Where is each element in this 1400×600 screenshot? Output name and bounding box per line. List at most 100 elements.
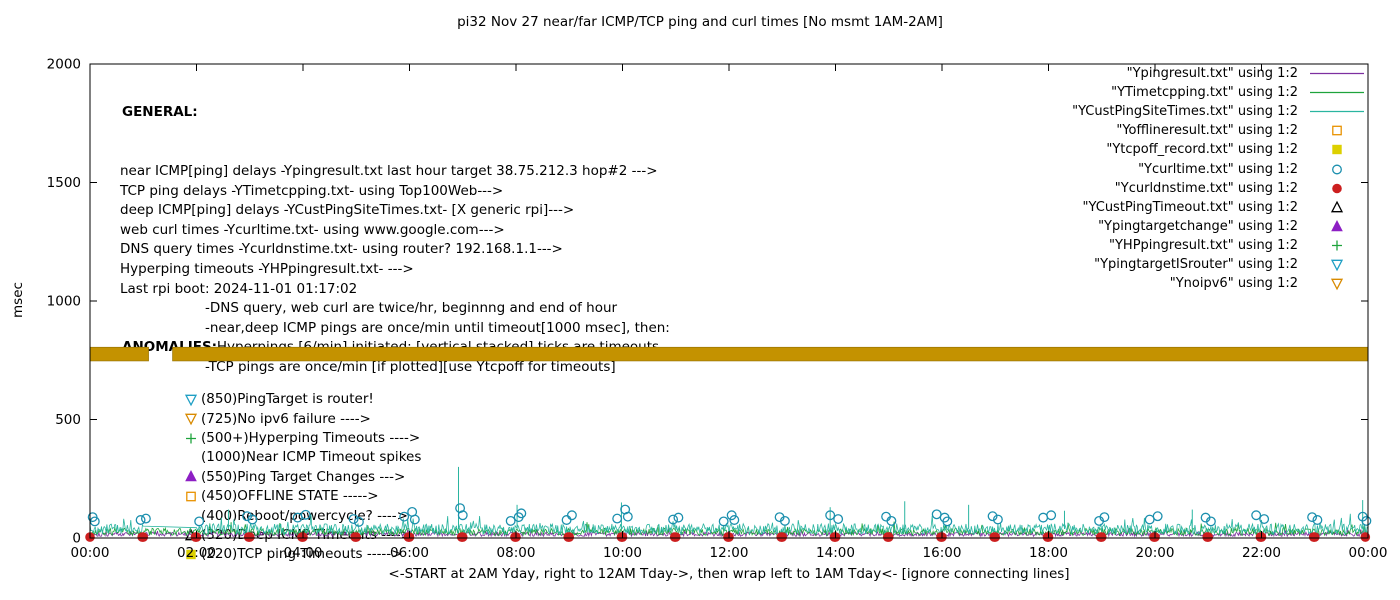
anomaly-row: (450)OFFLINE STATE -----> [120, 487, 421, 506]
circle-filled-icon [510, 532, 520, 542]
circle-open-icon [1307, 512, 1318, 523]
square-open-icon [186, 491, 196, 502]
legend-sample [1308, 276, 1366, 291]
general-heading: GENERAL: [122, 104, 198, 121]
circle-open-icon [1200, 512, 1211, 523]
circle-open-icon [992, 514, 1003, 525]
circle-filled-icon [617, 532, 628, 542]
general-line: Last rpi boot: 2024-11-01 01:17:02 [120, 280, 358, 297]
circle-filled-icon [670, 532, 681, 542]
circle-open-icon [1094, 515, 1105, 526]
circle-filled-icon [511, 532, 521, 542]
y-tick-label: 1500 [47, 175, 81, 191]
circle-open-icon [774, 512, 785, 523]
anomaly-rows: (850)PingTarget is router! (725)No ipv6 f… [120, 390, 421, 565]
circle-open-icon [561, 515, 572, 525]
circle-open-icon [612, 513, 623, 524]
circle-filled-icon [1096, 532, 1107, 542]
chart-title: pi32 Nov 27 near/far ICMP/TCP ping and c… [457, 14, 943, 30]
x-tick-label: 14:00 [816, 545, 855, 561]
circle-open-icon [457, 510, 468, 521]
circle-open-icon [620, 504, 631, 515]
legend-label: "Ycurldnstime.txt" using 1:2 [1114, 180, 1298, 196]
legend-label: "Ypingresult.txt" using 1:2 [1126, 66, 1298, 82]
circle-filled-icon [1043, 532, 1054, 542]
legend-sample [1308, 200, 1366, 215]
legend-row: "YpingtargetISrouter" using 1:2 [1072, 255, 1366, 274]
circle-filled-icon [990, 532, 1001, 542]
plus-icon [1332, 240, 1342, 251]
x-tick-label: 10:00 [603, 545, 642, 561]
anomaly-label: (850)PingTarget is router! [201, 391, 374, 408]
circle-open-icon [89, 516, 100, 527]
circle-filled-icon [669, 532, 680, 542]
circle-filled-icon [1150, 532, 1160, 542]
general-line: near ICMP[ping] delays -Ypingresult.txt … [120, 162, 658, 179]
legend-label: "Ypingtargetchange" using 1:2 [1098, 218, 1298, 234]
circle-filled-icon [1360, 532, 1371, 542]
circle-open-icon [622, 511, 633, 522]
circle-filled-icon [829, 532, 840, 542]
square-open-icon [184, 489, 201, 504]
legend-label: "YpingtargetISrouter" using 1:2 [1094, 256, 1298, 272]
anomalies-heading: ANOMALIES: [122, 339, 218, 355]
circle-filled-icon [776, 532, 786, 542]
anomaly-row: (320)Deep ICMP Timeouts ----> [120, 525, 421, 544]
circle-open-icon [673, 512, 684, 523]
triangle-open-icon [1330, 200, 1344, 213]
circle-filled-icon [1203, 532, 1214, 542]
circle-filled-icon [777, 532, 788, 542]
legend-row: "Ynoipv6" using 1:2 [1072, 274, 1366, 293]
x-tick-label: 00:00 [71, 545, 110, 561]
anomaly-label: (1000)Near ICMP Timeout spikes [201, 449, 422, 466]
legend-row: "Ycurltime.txt" using 1:2 [1072, 159, 1366, 178]
circle-open-icon [513, 512, 524, 523]
triangle-down-open-icon [184, 394, 198, 407]
circle-filled-icon [1149, 532, 1159, 542]
circle-open-icon [1205, 516, 1216, 527]
legend-row: "YCustPingTimeout.txt" using 1:2 [1072, 198, 1366, 217]
circle-open-icon [1361, 515, 1372, 526]
legend-label: "Yofflineresult.txt" using 1:2 [1116, 123, 1298, 139]
general-line: deep ICMP[ping] delays -YCustPingSiteTim… [120, 202, 575, 219]
circle-filled-icon [1202, 532, 1212, 542]
circle-filled-icon [1255, 532, 1266, 542]
x-tick-label: 00:00 [1349, 545, 1388, 561]
circle-open-icon [566, 510, 577, 521]
circle-filled-icon [883, 532, 894, 542]
legend-sample [1308, 162, 1366, 177]
legend: "Ypingresult.txt" using 1:2 "YTimetcpping… [1072, 64, 1366, 293]
circle-open-icon [1144, 514, 1155, 525]
anomaly-label: (550)Ping Target Changes ---> [201, 468, 406, 485]
circle-open-icon [726, 510, 737, 521]
triangle-filled-icon [184, 469, 201, 484]
circle-open-icon [87, 512, 98, 523]
legend-label: "YCustPingSiteTimes.txt" using 1:2 [1072, 104, 1298, 120]
y-tick-label: 2000 [47, 57, 81, 73]
legend-label: "Ynoipv6" using 1:2 [1169, 276, 1298, 292]
circle-filled-icon [1256, 532, 1267, 542]
circle-filled-icon [457, 532, 468, 542]
legend-row: "Ytcpoff_record.txt" using 1:2 [1072, 140, 1366, 159]
anomaly-label: (220)TCP ping Timeouts -----> [201, 546, 403, 563]
anomaly-row: (1000)Near ICMP Timeout spikes [120, 448, 421, 467]
circle-filled-icon [1308, 532, 1319, 542]
legend-row: "Yofflineresult.txt" using 1:2 [1072, 121, 1366, 140]
general-line: TCP ping delays -YTimetcpping.txt- using… [120, 182, 504, 199]
circle-filled-icon [830, 532, 841, 542]
square-filled-icon [186, 549, 196, 560]
anomaly-marker-empty [184, 450, 201, 465]
y-axis-label: msec [10, 282, 26, 318]
circle-filled-icon [1095, 532, 1106, 542]
legend-sample [1308, 257, 1366, 272]
circle-open-icon [779, 515, 790, 526]
anomaly-label: (320)Deep ICMP Timeouts ----> [201, 527, 412, 544]
circle-open-icon [825, 510, 836, 521]
legend-sample [1308, 123, 1366, 138]
legend-row: "YCustPingSiteTimes.txt" using 1:2 [1072, 102, 1366, 121]
triangle-filled-icon [185, 470, 197, 482]
triangle-down-open-icon [1330, 259, 1344, 272]
legend-label: "Ytcpoff_record.txt" using 1:2 [1106, 142, 1298, 158]
circle-open-icon [1152, 511, 1163, 522]
circle-open-icon [1038, 512, 1049, 523]
